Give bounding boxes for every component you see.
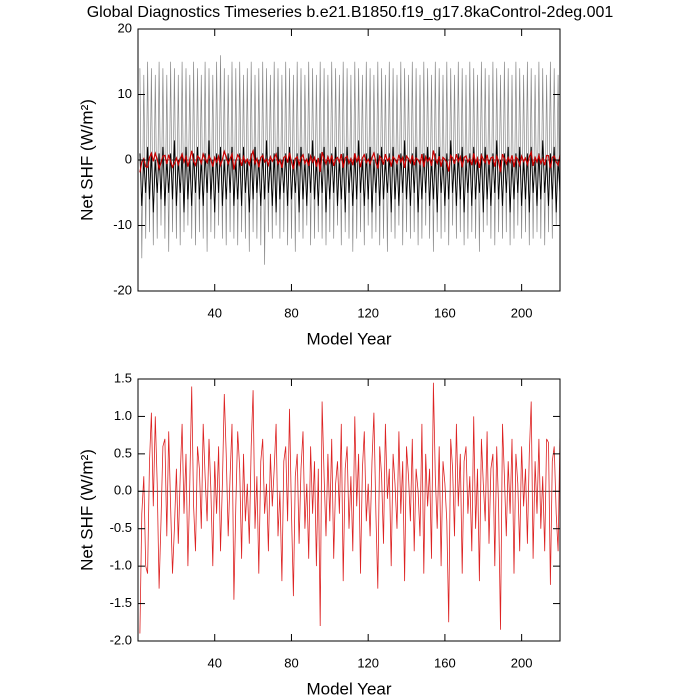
y-tick-label: 1.0	[114, 408, 132, 423]
y-tick-label: -1.5	[110, 595, 132, 610]
y-tick-label: -20	[113, 282, 132, 297]
y-axis-label: Net SHF (W/m²)	[77, 449, 96, 571]
x-tick-label: 80	[284, 655, 298, 670]
x-tick-label: 200	[511, 655, 533, 670]
data-line	[139, 382, 561, 634]
plot-frame	[137, 378, 561, 642]
x-tick-label: 40	[207, 655, 221, 670]
y-tick-label: -1.0	[110, 558, 132, 573]
data-line	[139, 148, 561, 173]
y-tick-label: -0.5	[110, 520, 132, 535]
x-tick-label: 120	[357, 655, 379, 670]
x-axis-label: Model Year	[306, 679, 391, 698]
y-tick-label: -10	[113, 217, 132, 232]
data-line	[139, 140, 561, 213]
x-tick-label: 200	[511, 305, 533, 320]
y-tick-label: 0.0	[114, 483, 132, 498]
x-axis-label: Model Year	[306, 329, 391, 348]
x-tick-label: 160	[434, 305, 456, 320]
x-tick-label: 80	[284, 305, 298, 320]
y-axis-label: Net SHF (W/m²)	[77, 99, 96, 221]
y-tick-label: 1.5	[114, 370, 132, 385]
y-tick-label: 20	[118, 20, 132, 35]
x-tick-label: 40	[207, 305, 221, 320]
y-tick-label: 0	[125, 151, 132, 166]
x-tick-label: 120	[357, 305, 379, 320]
y-tick-label: 10	[118, 86, 132, 101]
figure-title: Global Diagnostics Timeseries b.e21.B185…	[87, 4, 614, 21]
y-tick-label: -2.0	[110, 632, 132, 647]
y-tick-label: 0.5	[114, 445, 132, 460]
x-tick-label: 160	[434, 655, 456, 670]
data-line	[139, 55, 561, 265]
